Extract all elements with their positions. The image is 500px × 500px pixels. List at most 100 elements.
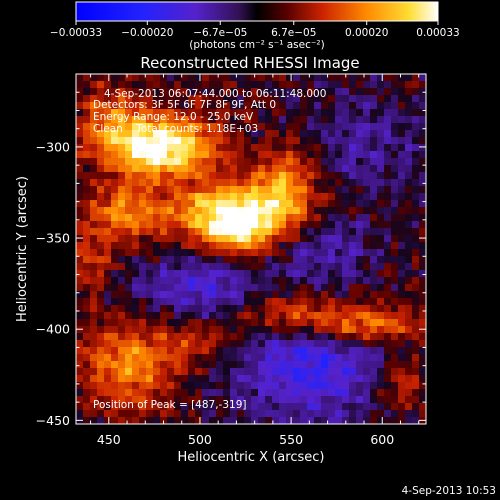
heatmap-cell <box>419 291 427 299</box>
heatmap-cell <box>167 396 175 404</box>
heatmap-cell <box>202 200 210 208</box>
heatmap-cell <box>391 354 399 362</box>
heatmap-cell <box>167 368 175 376</box>
heatmap-cell <box>286 137 294 145</box>
heatmap-cell <box>265 277 273 285</box>
heatmap-cell <box>97 88 105 96</box>
heatmap-cell <box>272 354 280 362</box>
heatmap-cell <box>363 284 371 292</box>
heatmap-cell <box>111 361 119 369</box>
heatmap-cell <box>132 256 140 264</box>
heatmap-cell <box>307 144 315 152</box>
heatmap-cell <box>251 151 259 159</box>
heatmap-cell <box>370 403 378 411</box>
heatmap-cell <box>216 207 224 215</box>
heatmap-cell <box>363 102 371 110</box>
heatmap-cell <box>111 291 119 299</box>
heatmap-cell <box>209 403 217 411</box>
heatmap-cell <box>307 403 315 411</box>
heatmap-cell <box>153 221 161 229</box>
heatmap-cell <box>293 298 301 306</box>
heatmap-cell <box>314 200 322 208</box>
heatmap-cell <box>216 270 224 278</box>
heatmap-cell <box>349 263 357 271</box>
heatmap-cell <box>97 263 105 271</box>
heatmap-cell <box>342 102 350 110</box>
heatmap-cell <box>181 200 189 208</box>
heatmap-cell <box>363 81 371 89</box>
heatmap-cell <box>76 200 84 208</box>
heatmap-cell <box>230 165 238 173</box>
heatmap-cell <box>349 333 357 341</box>
heatmap-cell <box>272 88 280 96</box>
heatmap-cell <box>146 109 154 117</box>
heatmap-cell <box>188 228 196 236</box>
heatmap-cell <box>181 95 189 103</box>
heatmap-cell <box>412 235 420 243</box>
heatmap-cell <box>398 123 406 131</box>
heatmap-cell <box>377 305 385 313</box>
heatmap-cell <box>342 81 350 89</box>
heatmap-cell <box>230 137 238 145</box>
heatmap-cell <box>83 207 91 215</box>
annotation-detectors: Detectors: 3F 5F 6F 7F 8F 9F, Att 0 <box>93 99 276 111</box>
heatmap-cell <box>174 375 182 383</box>
heatmap-cell <box>251 193 259 201</box>
heatmap-cell <box>265 270 273 278</box>
heatmap-cell <box>398 298 406 306</box>
heatmap-cell <box>216 221 224 229</box>
heatmap-cell <box>216 389 224 397</box>
heatmap-cell <box>181 221 189 229</box>
heatmap-cell <box>181 263 189 271</box>
heatmap-cell <box>146 158 154 166</box>
heatmap-cell <box>132 382 140 390</box>
heatmap-cell <box>307 95 315 103</box>
heatmap-cell <box>167 186 175 194</box>
heatmap-cell <box>300 305 308 313</box>
heatmap-cell <box>377 123 385 131</box>
heatmap-cell <box>377 116 385 124</box>
heatmap-cell <box>83 319 91 327</box>
heatmap-cell <box>118 130 126 138</box>
heatmap-cell <box>349 144 357 152</box>
heatmap-cell <box>279 137 287 145</box>
heatmap-cell <box>272 102 280 110</box>
heatmap-cell <box>356 361 364 369</box>
heatmap-cell <box>384 298 392 306</box>
heatmap-cell <box>153 235 161 243</box>
heatmap-cell <box>125 228 133 236</box>
heatmap-cell <box>188 123 196 131</box>
heatmap-cell <box>251 200 259 208</box>
heatmap-cell <box>363 221 371 229</box>
heatmap-cell <box>202 375 210 383</box>
heatmap-cell <box>363 347 371 355</box>
heatmap-cell <box>349 291 357 299</box>
heatmap-cell <box>384 270 392 278</box>
heatmap-cell <box>321 333 329 341</box>
heatmap-cell <box>125 179 133 187</box>
heatmap-cell <box>293 102 301 110</box>
heatmap-cell <box>216 116 224 124</box>
heatmap-cell <box>167 214 175 222</box>
heatmap-cell <box>90 375 98 383</box>
heatmap-cell <box>223 389 231 397</box>
heatmap-cell <box>405 403 413 411</box>
heatmap-cell <box>335 270 343 278</box>
heatmap-cell <box>97 102 105 110</box>
heatmap-cell <box>419 368 427 376</box>
heatmap-cell <box>202 74 210 82</box>
heatmap-cell <box>97 298 105 306</box>
heatmap-cell <box>209 382 217 390</box>
heatmap-cell <box>209 277 217 285</box>
heatmap-cell <box>335 382 343 390</box>
heatmap-cell <box>111 333 119 341</box>
heatmap-cell <box>370 151 378 159</box>
heatmap-cell <box>209 172 217 180</box>
heatmap-cell <box>335 284 343 292</box>
heatmap-cell <box>419 305 427 313</box>
heatmap-cell <box>398 158 406 166</box>
heatmap-cell <box>230 291 238 299</box>
heatmap-cell <box>335 81 343 89</box>
heatmap-cell <box>195 235 203 243</box>
heatmap-cell <box>97 193 105 201</box>
